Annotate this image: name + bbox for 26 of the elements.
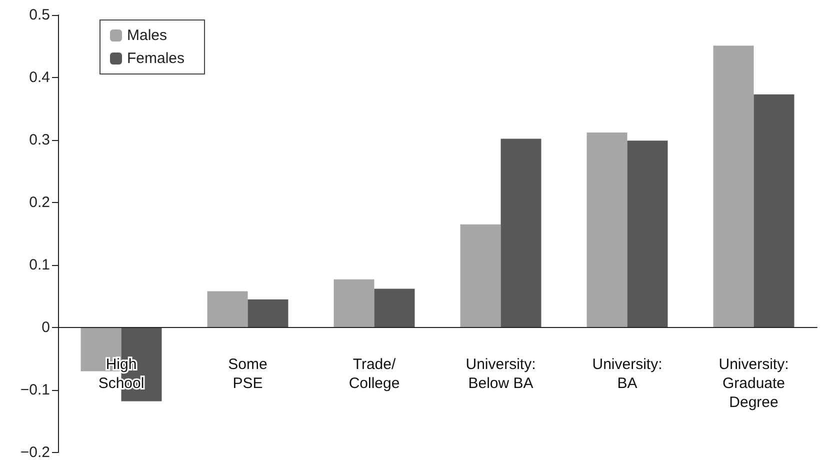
- y-tick-label: 0.4: [29, 69, 50, 86]
- y-tick-label: 0.2: [29, 194, 50, 211]
- x-tick-label: University: Below BA: [466, 356, 536, 392]
- bar: [627, 140, 668, 328]
- bar: [248, 299, 288, 328]
- bar: [334, 279, 374, 328]
- legend-label: Females: [127, 50, 185, 67]
- y-tick-label: 0.1: [29, 256, 50, 274]
- y-tick-label: 0.5: [29, 6, 50, 24]
- y-tick-label: 0.3: [29, 132, 50, 148]
- bar: [460, 224, 501, 328]
- x-tick-label: High School: [98, 356, 144, 392]
- y-tick-label: 0: [42, 319, 50, 336]
- bar: [586, 132, 628, 328]
- bar: [500, 138, 542, 328]
- y-tick-label: −0.2: [20, 444, 50, 460]
- x-tick-label: Some PSE: [228, 356, 268, 392]
- bar: [754, 94, 794, 328]
- x-tick-label: Trade/ College: [348, 356, 400, 392]
- bar: [207, 291, 248, 328]
- bar: [713, 46, 754, 328]
- x-tick-label: University: BA: [592, 356, 662, 392]
- legend-label: Males: [127, 27, 168, 44]
- y-tick-label: −0.1: [20, 382, 50, 398]
- bar: [374, 288, 415, 328]
- x-tick-label: University: Graduate Degree: [718, 356, 789, 412]
